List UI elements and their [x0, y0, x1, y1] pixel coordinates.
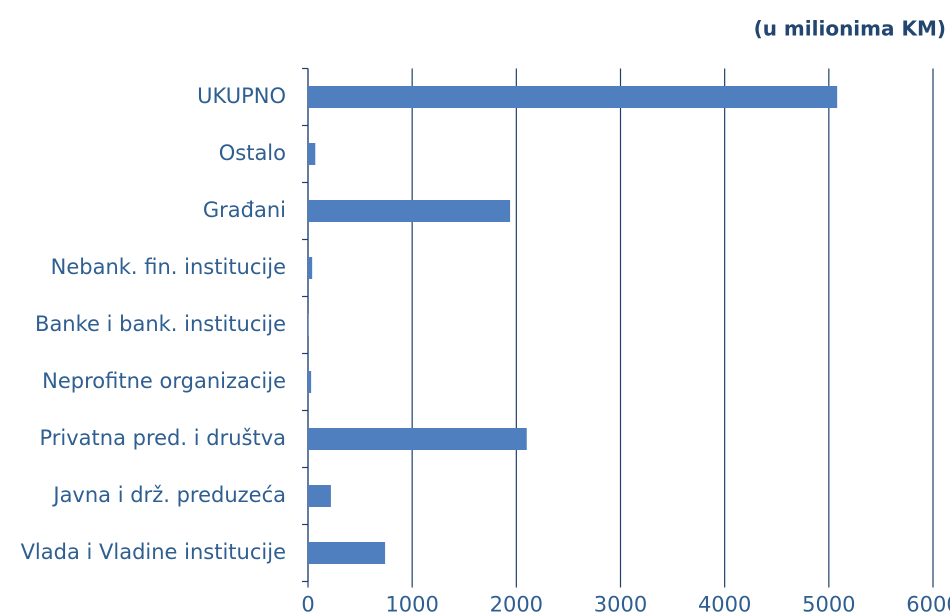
bar [308, 200, 511, 222]
x-tick-label: 5000 [802, 593, 855, 614]
y-tick-label: Građani [203, 198, 286, 222]
bar [308, 86, 838, 108]
x-tick-label: 3000 [594, 593, 647, 614]
x-tick-label: 4000 [698, 593, 751, 614]
bar [308, 371, 312, 393]
y-tick-label: Nebank. fin. institucije [51, 255, 286, 279]
y-tick-label: UKUPNO [197, 84, 286, 108]
y-tick-label: Banke i bank. institucije [35, 312, 286, 336]
bar [308, 314, 309, 336]
y-tick-label: Javna i drž. preduzeća [51, 483, 286, 507]
y-tick-label: Ostalo [219, 141, 286, 165]
x-tick-label: 0 [301, 593, 314, 614]
y-tick-label: Privatna pred. i društva [39, 426, 286, 450]
bar [308, 428, 527, 450]
x-tick-label: 2000 [490, 593, 543, 614]
bar [308, 143, 316, 165]
y-tick-label: Neprofitne organizacije [42, 369, 286, 393]
bar [308, 542, 386, 564]
chart-subtitle: (u milionima KM) [754, 17, 946, 41]
y-tick-label: Vlada i Vladine institucije [21, 540, 286, 564]
x-tick-label: 6000 [906, 593, 950, 614]
x-tick-label: 1000 [385, 593, 438, 614]
bar [308, 257, 313, 279]
bar [308, 485, 331, 507]
